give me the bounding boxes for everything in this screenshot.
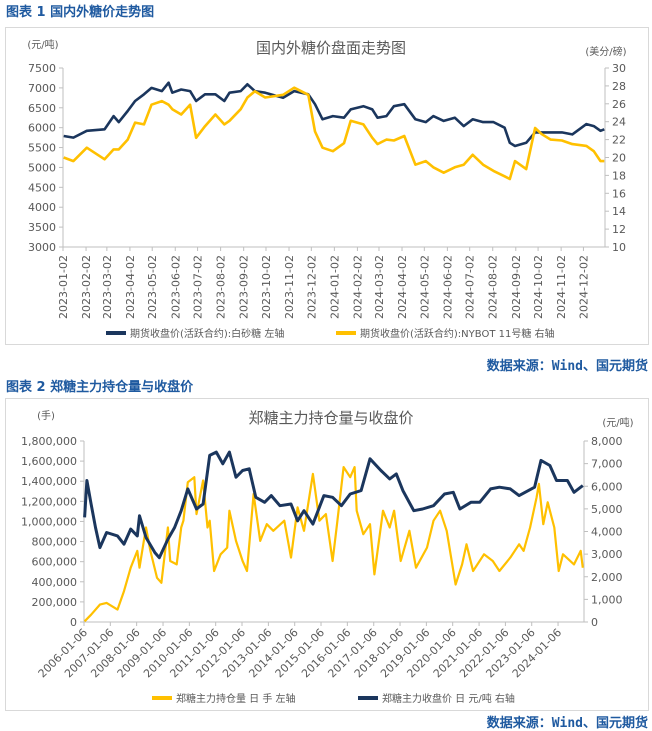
right-axis-tick-label: 20 — [612, 152, 626, 165]
left-axis-tick-label: 0 — [70, 616, 77, 629]
left-axis-tick-label: 1,600,000 — [21, 455, 77, 468]
right-axis-tick-label: 30 — [612, 62, 626, 75]
left-axis-tick-label: 1,400,000 — [21, 475, 77, 488]
left-axis-tick-label: 1,000,000 — [21, 515, 77, 528]
figure2-caption: 图表 2 郑糖主力持仓量与收盘价 — [6, 376, 193, 395]
right-axis-unit: (元/吨) — [602, 416, 633, 429]
series-line-1 — [64, 83, 605, 146]
x-axis-tick-label: 2024-04-02 — [396, 255, 409, 319]
x-axis-tick-label: 2023-03-02 — [101, 255, 114, 319]
left-axis-tick-label: 7500 — [28, 62, 56, 75]
left-axis-tick-label: 800,000 — [32, 536, 78, 549]
left-axis-unit: (手) — [37, 409, 55, 422]
series-line-1 — [85, 467, 583, 621]
chart1-svg: 国内外糖价盘面走势图 (元/吨) (美分/磅) 7500 7000 6500 6000 550… — [6, 28, 648, 344]
left-axis-tick-label: 1,200,000 — [21, 495, 77, 508]
left-axis-tick-label: 3500 — [28, 221, 56, 234]
right-axis-tick-label: 5,000 — [591, 503, 623, 516]
series-line-2 — [85, 452, 583, 558]
series-line-2 — [64, 88, 605, 179]
right-axis-tick-label: 8,000 — [591, 435, 623, 448]
x-axis-tick-label: 2024-12-02 — [577, 255, 590, 319]
right-axis-tick-label: 6,000 — [591, 480, 623, 493]
right-axis-tick-label: 16 — [612, 187, 626, 200]
right-axis-unit: (美分/磅) — [585, 45, 626, 58]
x-axis-tick-label: 2024-11-02 — [555, 255, 568, 319]
left-axis-tick-label: 4000 — [28, 201, 56, 214]
right-axis-tick-label: 4,000 — [591, 526, 623, 539]
left-axis-tick-label: 6500 — [28, 102, 56, 115]
x-axis-tick-label: 2024-09-02 — [510, 255, 523, 319]
left-axis-tick-label: 4500 — [28, 181, 56, 194]
chart-title: 国内外糖价盘面走势图 — [256, 39, 406, 57]
chart2-svg: 郑糖主力持仓量与收盘价 (手) (元/吨) 1,800,000 1,600,000 1,4… — [6, 399, 648, 710]
right-axis-tick-label: 12 — [612, 223, 626, 236]
left-axis-tick-label: 3000 — [28, 241, 56, 254]
x-axis-tick-label: 2024-08-02 — [487, 255, 500, 319]
figure2-source: 数据来源：Wind、国元期货 — [487, 712, 648, 731]
right-axis-tick-label: 14 — [612, 205, 626, 218]
figure1-caption: 图表 1 国内外糖价走势图 — [6, 1, 154, 20]
x-axis-tick-label: 2023-05-02 — [146, 255, 159, 319]
right-axis-tick-label: 1,000 — [591, 593, 623, 606]
x-axis-tick-label: 2024-06-02 — [441, 255, 454, 319]
x-axis-tick-label: 2023-11-02 — [283, 255, 296, 319]
chart-title: 郑糖主力持仓量与收盘价 — [248, 409, 413, 427]
left-axis-tick-label: 200,000 — [32, 596, 78, 609]
x-axis-tick-label: 2024-01-02 — [328, 255, 341, 319]
legend-label-1: 郑糖主力持仓量 日 手 左轴 — [176, 692, 296, 705]
x-axis-tick-label: 2023-06-02 — [169, 255, 182, 319]
figure1-source: 数据来源：Wind、国元期货 — [487, 355, 648, 374]
right-axis-tick-label: 0 — [591, 616, 598, 629]
x-axis-tick-label: 2024-05-02 — [418, 255, 431, 319]
x-axis-tick-label: 2024-10-02 — [532, 255, 545, 319]
x-axis-tick-label: 2023-09-02 — [238, 255, 251, 319]
x-axis-tick-label: 2023-04-02 — [124, 255, 137, 319]
x-axis-tick-label: 2024-03-02 — [373, 255, 386, 319]
x-axis-tick-label: 2023-02-02 — [80, 255, 93, 319]
left-axis-tick-label: 5000 — [28, 161, 56, 174]
left-axis-tick-label: 6000 — [28, 122, 56, 135]
right-axis-tick-label: 24 — [612, 116, 626, 129]
x-axis-tick-label: 2024-02-02 — [351, 255, 364, 319]
left-axis-tick-label: 1,800,000 — [21, 435, 77, 448]
right-axis-tick-label: 22 — [612, 134, 626, 147]
left-axis-unit: (元/吨) — [27, 38, 58, 51]
left-axis-tick-label: 400,000 — [32, 576, 78, 589]
x-axis-tick-label: 2023-01-02 — [57, 255, 70, 319]
left-axis-tick-label: 600,000 — [32, 556, 78, 569]
legend-label-2: 期货收盘价(活跃合约):NYBOT 11号糖 右轴 — [360, 327, 555, 340]
right-axis-tick-label: 18 — [612, 169, 626, 182]
x-axis-tick-label: 2023-12-02 — [305, 255, 318, 319]
left-axis-tick-label: 7000 — [28, 82, 56, 95]
right-axis-tick-label: 7,000 — [591, 458, 623, 471]
chart2-container: 郑糖主力持仓量与收盘价 (手) (元/吨) 1,800,000 1,600,000 1,4… — [5, 398, 649, 711]
chart1-container: 国内外糖价盘面走势图 (元/吨) (美分/磅) 7500 7000 6500 6000 550… — [5, 27, 649, 345]
x-axis-tick-label: 2024-07-02 — [464, 255, 477, 319]
x-axis-tick-label: 2023-07-02 — [192, 255, 205, 319]
legend-label-2: 郑糖主力收盘价 日 元/吨 右轴 — [382, 692, 515, 705]
right-axis-tick-label: 2,000 — [591, 571, 623, 584]
left-axis-tick-label: 5500 — [28, 142, 56, 155]
right-axis-tick-label: 28 — [612, 80, 626, 93]
right-axis-tick-label: 26 — [612, 98, 626, 111]
right-axis-tick-label: 10 — [612, 241, 626, 254]
x-axis-tick-label: 2023-10-02 — [260, 255, 273, 319]
x-axis-tick-label: 2023-08-02 — [215, 255, 228, 319]
legend-label-1: 期货收盘价(活跃合约):白砂糖 左轴 — [130, 327, 284, 340]
right-axis-tick-label: 3,000 — [591, 548, 623, 561]
